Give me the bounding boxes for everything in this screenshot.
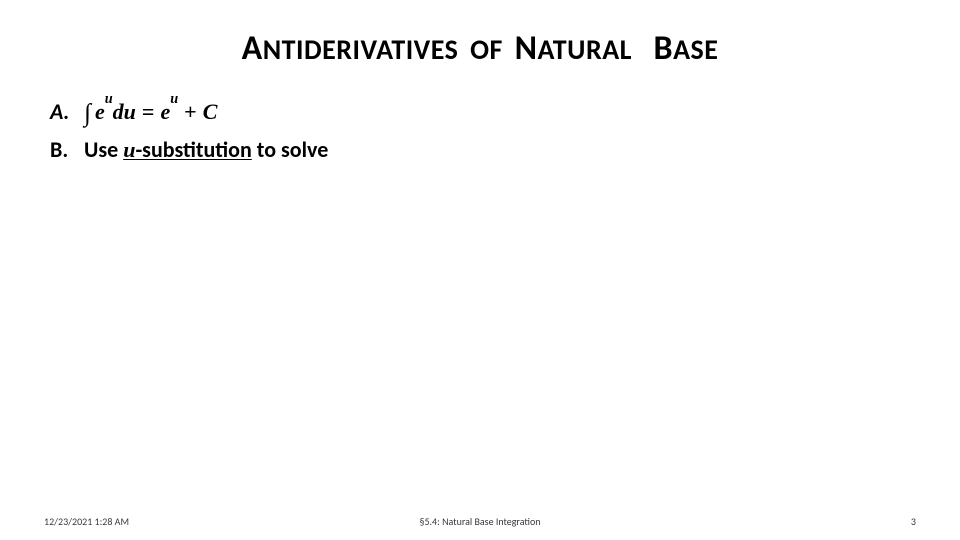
e-2: e [160,99,170,124]
item-a-formula: ∫eudu=eu+C [84,97,217,126]
footer-timestamp: 12/23/2021 1:28 AM [44,515,129,528]
plus: + [184,99,197,124]
du: du [113,99,136,124]
slide: ANTIDERIVATIVES OF NATURAL BASE A. ∫eudu… [0,0,960,540]
title-cap-3: N [515,28,538,69]
equals: = [142,99,155,124]
constant-c: C [203,99,218,124]
slide-footer: 12/23/2021 1:28 AM §5.4: Natural Base In… [0,515,960,528]
title-cap-1: A [242,28,263,69]
title-rest-3: ATURAL [538,32,633,67]
item-a: A. ∫eudu=eu+C [50,97,916,126]
item-b-prefix: Use [84,136,123,163]
sup-2: u [170,91,178,107]
content-area: A. ∫eudu=eu+C B. Use u-substitution to s… [50,97,916,163]
title-rest-4: ASE [673,32,718,67]
item-b: B. Use u-substitution to solve [50,136,916,163]
u-char: u [123,137,135,162]
item-b-suffix: to solve [252,136,328,163]
item-a-marker: A. [50,98,84,125]
footer-page-number: 3 [911,515,916,528]
footer-section: §5.4: Natural Base Integration [419,515,540,528]
item-b-text: Use u-substitution to solve [84,136,328,163]
title-word-2: OF [470,32,503,67]
title-cap-4: B [654,28,674,69]
item-b-marker: B. [50,136,84,163]
integral-sign: ∫ [84,99,91,127]
sup-1: u [105,91,113,107]
slide-title: ANTIDERIVATIVES OF NATURAL BASE [44,28,916,69]
e-1: e [95,99,105,124]
title-rest-1: NTIDERIVATIVES [263,32,459,67]
sub-rest: -substitution [135,136,251,163]
